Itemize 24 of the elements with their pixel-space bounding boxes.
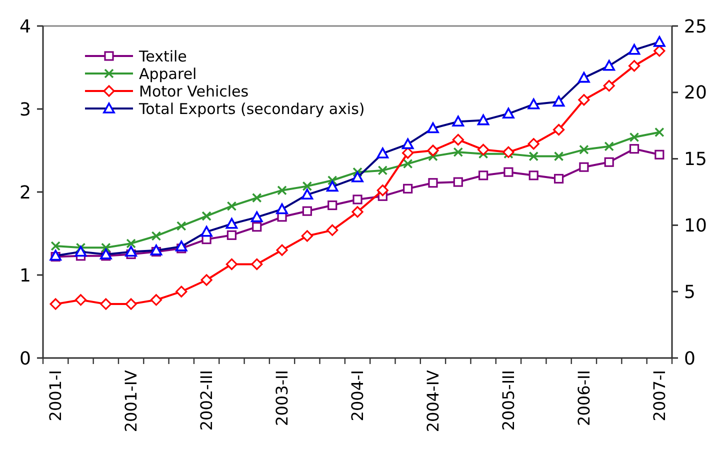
- y-tick-label: 3: [20, 99, 31, 120]
- x-tick-label: 2006-II: [574, 370, 594, 426]
- x-tick-label: 2002-III: [197, 370, 216, 431]
- y2-tick-label: 20: [684, 82, 707, 104]
- legend-label: Apparel: [139, 64, 197, 83]
- x-tick-label: 2001-IV: [122, 370, 141, 432]
- y2-tick-label: 15: [684, 149, 707, 170]
- y2-tick-label: 5: [684, 282, 696, 303]
- y-tick-label: 0: [20, 348, 31, 370]
- y2-tick-label: 0: [684, 348, 696, 370]
- x-tick-label: 2004-I: [348, 370, 368, 422]
- y2-tick-label: 25: [684, 16, 707, 38]
- x-tick-label: 2004-IV: [424, 370, 443, 432]
- legend-label: Motor Vehicles: [139, 82, 249, 100]
- x-tick-label: 2001-I: [46, 370, 66, 422]
- y-tick-label: 4: [20, 16, 31, 38]
- x-tick-label: 2007-I: [650, 370, 670, 422]
- x-tick-label: 2005-III: [499, 370, 518, 431]
- x-tick-label: 2003-II: [272, 370, 292, 426]
- y2-tick-label: 10: [684, 216, 707, 236]
- y-tick-label: 2: [20, 182, 31, 204]
- legend-label: Textile: [138, 47, 187, 66]
- y-tick-label: 1: [20, 265, 31, 286]
- legend-label: Total Exports (secondary axis): [138, 100, 365, 118]
